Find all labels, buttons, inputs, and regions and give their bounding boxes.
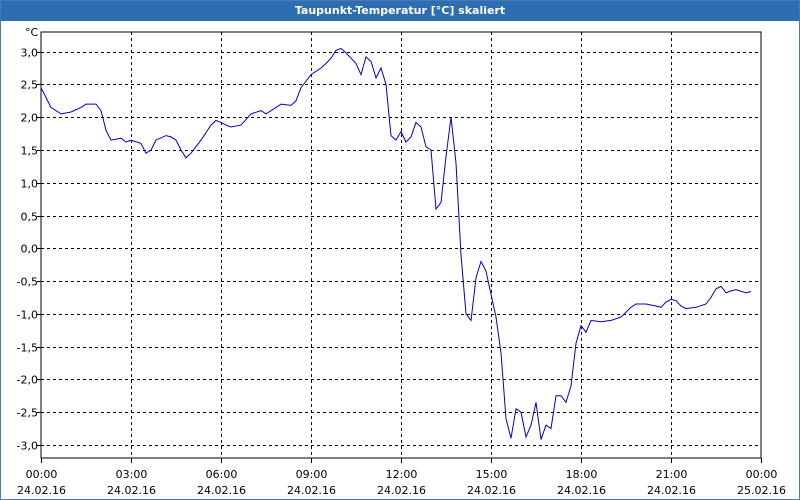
x-tick-time: 21:00 [656,468,688,481]
y-tick-label: -1,0 [17,309,38,322]
y-tick-label: 2,0 [21,112,39,125]
x-tick-time: 09:00 [296,468,328,481]
y-tick-label: 3,0 [21,47,39,60]
grid-lines [41,32,761,458]
x-tick-time: 00:00 [26,468,58,481]
y-tick-label: -1,5 [17,342,38,355]
y-tick-label: 1,0 [21,178,39,191]
x-tick-date: 24.02.16 [197,484,246,497]
y-tick-label: -2,0 [17,374,38,387]
series-group [40,47,752,440]
x-tick-time: 00:00 [746,468,778,481]
x-tick-date: 24.02.16 [647,484,696,497]
series-line [40,47,752,440]
x-tick-time: 15:00 [476,468,508,481]
y-tick-label: 0,0 [21,243,39,256]
x-axis: 00:00 24.02.16 03:00 24.02.16 06:00 24.02.16 0… [17,458,786,497]
x-tick-time: 06:00 [206,468,238,481]
x-tick-date: 24.02.16 [287,484,336,497]
y-axis: °C 3,0 2,5 2,0 1,5 1,0 0,5 0,0 -0,5 -1,0 -1,5 -2,0 -… [17,26,41,453]
chart-plot: °C 3,0 2,5 2,0 1,5 1,0 0,5 0,0 -0,5 -1,0 -1,5 -2,0 -… [17,26,786,497]
y-unit-label: °C [25,26,39,39]
x-tick-time: 03:00 [116,468,148,481]
y-tick-label: -0,5 [17,276,38,289]
x-tick-date: 24.02.16 [557,484,606,497]
y-tick-label: -2,5 [17,407,38,420]
x-tick-date: 24.02.16 [17,484,66,497]
x-tick-date: 24.02.16 [107,484,156,497]
x-tick-time: 18:00 [566,468,598,481]
x-tick-date: 24.02.16 [377,484,426,497]
x-tick-date: 25.02.16 [737,484,786,497]
y-tick-label: -3,0 [17,440,38,453]
y-tick-label: 1,5 [21,145,39,158]
y-tick-label: 0,5 [21,211,39,224]
window-title: Taupunkt-Temperatur [°C] skaliert [1,1,799,21]
x-tick-time: 12:00 [386,468,418,481]
y-tick-label: 2,5 [21,79,39,92]
x-tick-date: 24.02.16 [467,484,516,497]
